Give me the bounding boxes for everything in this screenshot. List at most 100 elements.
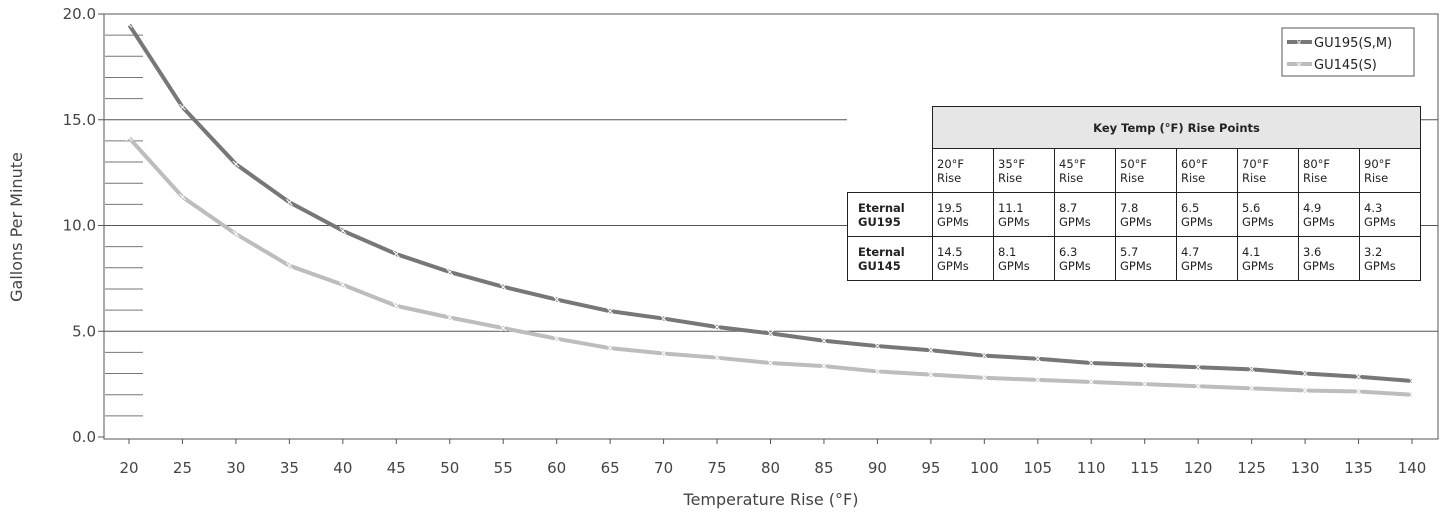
x-tick-label: 125 bbox=[1237, 459, 1266, 477]
data-point bbox=[392, 302, 400, 310]
cell-unit: GPMs bbox=[1181, 258, 1213, 273]
col-head-50: 50°F Rise bbox=[1115, 148, 1177, 193]
y-axis-title: Gallons Per Minute bbox=[7, 152, 26, 302]
data-point bbox=[339, 227, 347, 235]
cell-unit: GPMs bbox=[1242, 214, 1274, 229]
data-point bbox=[927, 346, 935, 354]
y-tick-label: 15.0 bbox=[63, 111, 96, 129]
data-point bbox=[1408, 377, 1416, 385]
cell-value: 4.9 bbox=[1303, 200, 1322, 215]
data-point bbox=[1087, 359, 1095, 367]
table-cell: 3.2 GPMs bbox=[1359, 236, 1421, 281]
col-head-rise: Rise bbox=[1120, 170, 1145, 185]
data-point bbox=[927, 371, 935, 378]
data-point bbox=[232, 160, 240, 168]
data-point bbox=[553, 335, 561, 343]
table-cell: 4.9 GPMs bbox=[1298, 192, 1360, 237]
col-head-temp: 80°F bbox=[1303, 156, 1330, 171]
data-point bbox=[767, 330, 774, 337]
data-point bbox=[286, 198, 293, 206]
data-point bbox=[1408, 391, 1416, 399]
table-cell: 8.1 GPMs bbox=[993, 236, 1055, 281]
data-point bbox=[1301, 370, 1309, 377]
x-tick-label: 120 bbox=[1184, 459, 1213, 477]
data-point bbox=[1141, 361, 1149, 369]
cell-value: 5.7 bbox=[1120, 244, 1139, 259]
table-cell: 4.1 GPMs bbox=[1237, 236, 1299, 281]
table-corner bbox=[848, 107, 933, 149]
minor-tick-marks bbox=[105, 34, 143, 417]
legend-marker-gu195: × bbox=[1296, 38, 1303, 47]
cell-unit: GPMs bbox=[1303, 214, 1335, 229]
data-point bbox=[499, 324, 507, 332]
col-head-20: 20°F Rise bbox=[932, 148, 994, 193]
x-tick-label: 40 bbox=[333, 459, 352, 477]
table-cell: 8.7 GPMs bbox=[1054, 192, 1116, 237]
data-point bbox=[1355, 388, 1362, 395]
y-tick-label: 5.0 bbox=[72, 322, 96, 340]
table-cell: 4.7 GPMs bbox=[1176, 236, 1238, 281]
y-tick-labels: 0.0 5.0 10.0 15.0 20.0 bbox=[63, 5, 104, 446]
col-head-temp: 35°F bbox=[998, 156, 1025, 171]
cell-value: 4.3 bbox=[1364, 200, 1383, 215]
data-point bbox=[713, 354, 721, 362]
table-cell: 6.3 GPMs bbox=[1054, 236, 1116, 281]
data-point bbox=[1194, 382, 1202, 390]
data-point bbox=[446, 268, 454, 276]
table-row: Eternal GU145 14.5 GPMs 8.1 GPMs 6.3 GPMs 5.… bbox=[847, 236, 1421, 281]
data-point bbox=[874, 368, 881, 375]
cell-unit: GPMs bbox=[1303, 258, 1335, 273]
data-point bbox=[499, 283, 507, 291]
row-head-line1: Eternal bbox=[858, 244, 905, 259]
x-tick-label: 20 bbox=[119, 459, 138, 477]
cell-value: 8.1 bbox=[998, 244, 1017, 259]
data-point bbox=[660, 315, 667, 322]
data-point bbox=[232, 230, 240, 238]
legend-marker-gu145: × bbox=[1296, 60, 1303, 69]
x-tick-label: 90 bbox=[868, 459, 887, 477]
row-head-gu145: Eternal GU145 bbox=[847, 236, 933, 281]
table-row: Eternal GU195 19.5 GPMs 11.1 GPMs 8.7 GPMs 7… bbox=[847, 192, 1421, 237]
data-point bbox=[767, 359, 774, 367]
x-axis-title: Temperature Rise (°F) bbox=[683, 490, 859, 509]
data-point bbox=[179, 103, 186, 111]
col-head-temp: 45°F bbox=[1059, 156, 1086, 171]
col-head-rise: Rise bbox=[998, 170, 1023, 185]
table-corner-lower bbox=[848, 149, 933, 193]
col-head-rise: Rise bbox=[1364, 170, 1389, 185]
data-point bbox=[125, 134, 133, 142]
x-tick-label: 115 bbox=[1130, 459, 1159, 477]
cell-unit: GPMs bbox=[937, 214, 969, 229]
col-head-rise: Rise bbox=[1059, 170, 1084, 185]
data-point bbox=[820, 337, 828, 345]
cell-value: 4.1 bbox=[1242, 244, 1261, 259]
row-head-line1: Eternal bbox=[858, 200, 905, 215]
cell-unit: GPMs bbox=[998, 258, 1030, 273]
col-head-80: 80°F Rise bbox=[1298, 148, 1360, 193]
table-cell: 6.5 GPMs bbox=[1176, 192, 1238, 237]
data-point bbox=[1034, 355, 1042, 363]
x-tick-label: 70 bbox=[654, 459, 673, 477]
col-head-60: 60°F Rise bbox=[1176, 148, 1238, 193]
data-point bbox=[980, 374, 988, 382]
data-point bbox=[1248, 365, 1255, 373]
x-tick-label: 55 bbox=[494, 459, 513, 477]
cell-value: 5.6 bbox=[1242, 200, 1261, 215]
cell-value: 7.8 bbox=[1120, 200, 1139, 215]
data-point bbox=[606, 344, 614, 352]
data-point bbox=[392, 250, 400, 258]
cell-value: 19.5 bbox=[937, 200, 963, 215]
cell-unit: GPMs bbox=[937, 258, 969, 273]
x-tick-label: 80 bbox=[761, 459, 780, 477]
cell-unit: GPMs bbox=[1242, 258, 1274, 273]
x-tick-label: 25 bbox=[173, 459, 192, 477]
data-point bbox=[874, 342, 881, 350]
col-head-rise: Rise bbox=[937, 170, 962, 185]
legend-box bbox=[1281, 27, 1415, 77]
x-tick-label: 45 bbox=[387, 459, 406, 477]
cell-value: 6.3 bbox=[1059, 244, 1078, 259]
x-tick-label: 135 bbox=[1344, 459, 1373, 477]
data-point bbox=[553, 296, 561, 303]
table-cell: 19.5 GPMs bbox=[932, 192, 994, 237]
col-head-70: 70°F Rise bbox=[1237, 148, 1299, 193]
